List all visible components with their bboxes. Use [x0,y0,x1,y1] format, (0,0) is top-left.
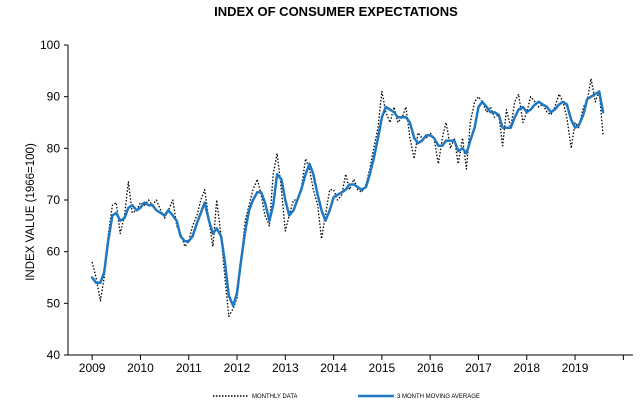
series-layer [90,77,605,317]
y-axis-label: INDEX VALUE (1966=100) [25,143,37,281]
x-tick-label: 2017 [465,361,492,375]
x-tick-label: 2009 [79,361,106,375]
chart-title: INDEX OF CONSUMER EXPECTATIONS [214,4,458,19]
y-tick-label: 70 [47,193,61,207]
y-tick-label: 60 [47,245,61,259]
legend-monthly-label: MONTHLY DATA [252,394,298,400]
x-tick-label: 2018 [513,361,540,375]
x-tick-label: 2011 [176,361,202,375]
y-tick-label: 40 [47,348,61,362]
series-average-line [90,90,605,308]
series-monthly-line [91,77,604,317]
x-axis: 2009 2010 2011 2012 2013 2014 2015 2016 2017 2018… [79,355,624,375]
x-tick-label: 2013 [272,361,299,375]
x-tick-label: 2015 [369,361,396,375]
y-tick-label: 80 [47,141,61,155]
x-tick-label: 2012 [224,361,251,375]
y-tick-label: 50 [47,296,61,310]
x-tick-label: 2010 [127,361,154,375]
y-tick-label: 100 [40,38,60,52]
legend: MONTHLY DATA 3 MONTH MOVING AVERAGE [213,394,480,400]
y-axis: 40 50 60 70 80 90 100 [40,38,68,362]
x-tick-label: 2014 [320,361,347,375]
plot-area [67,45,633,356]
x-tick-label: 2016 [417,361,444,375]
x-tick-label: 2019 [562,361,589,375]
legend-average-label: 3 MONTH MOVING AVERAGE [397,394,480,400]
y-tick-label: 90 [47,90,61,104]
